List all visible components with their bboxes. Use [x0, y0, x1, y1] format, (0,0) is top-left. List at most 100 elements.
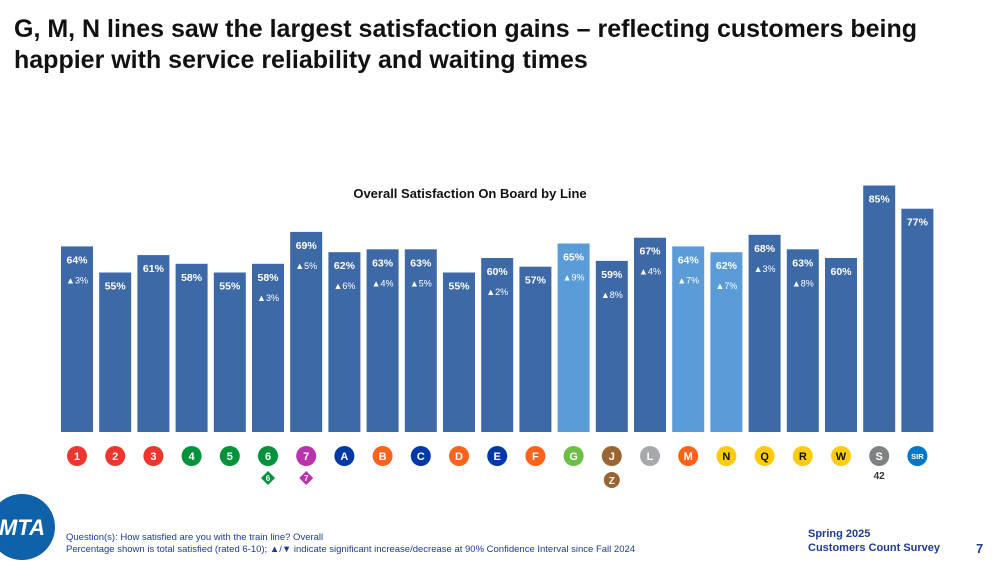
footnote-note: Percentage shown is total satisfied (rat… [66, 544, 636, 555]
bar-change-7: ▲5% [295, 261, 317, 271]
sub-bullet-diamond-7 [299, 471, 314, 485]
bar-C [404, 249, 437, 432]
line-bullet-N [716, 446, 737, 466]
bar-M [672, 246, 705, 432]
line-bullet-label-J: J [609, 451, 615, 463]
line-bullet-D [449, 446, 469, 466]
bar-label-1: 64% [66, 254, 88, 266]
footnote: Question(s): How satisfied are you with … [66, 532, 635, 556]
line-bullet-3 [143, 446, 164, 466]
bar-label-B: 63% [372, 257, 394, 269]
bar-change-M: ▲7% [677, 275, 699, 285]
bar-Q [748, 234, 781, 432]
bar-W [825, 258, 857, 432]
line-bullet-W [831, 446, 851, 466]
line-bullet-2 [105, 446, 126, 466]
line-bullet-1 [67, 446, 87, 466]
survey-name: Customers Count Survey [808, 542, 941, 554]
bar-label-4: 58% [181, 272, 203, 284]
bar-A [328, 252, 361, 432]
sub-bullet-Z [603, 472, 620, 488]
survey-info: Spring 2025 Customers Count Survey [808, 527, 940, 555]
line-bullet-label-3: 3 [150, 451, 156, 463]
bar-L [634, 237, 666, 432]
line-bullet-label-B: B [379, 451, 387, 463]
bar-2 [99, 272, 132, 432]
bar-E [481, 258, 514, 432]
bar-label-M: 64% [678, 254, 700, 266]
sub-bullet-text-42: 42 [874, 471, 886, 482]
bar-change-L: ▲4% [639, 267, 661, 277]
bar-change-E: ▲2% [486, 287, 508, 297]
line-bullet-label-M: M [684, 451, 693, 463]
bar-change-J: ▲8% [601, 290, 623, 300]
bar-D [443, 272, 475, 432]
line-bullet-F [525, 446, 546, 466]
chart-title: Overall Satisfaction On Board by Line [353, 186, 587, 201]
bar-5 [213, 272, 246, 432]
line-bullet-L [640, 446, 660, 466]
bar-change-C: ▲5% [410, 278, 432, 288]
line-bullet-label-G: G [569, 451, 578, 463]
bar-label-S: 85% [869, 194, 891, 206]
sub-bullet-diamond-6 [261, 471, 275, 485]
bar-SIR [901, 208, 934, 432]
line-bullet-label-SIR: SIR [911, 452, 924, 461]
bar-label-5: 55% [219, 281, 241, 293]
line-bullet-B [372, 446, 393, 466]
bar-G [557, 243, 590, 432]
bar-R [786, 249, 819, 432]
line-bullet-label-6: 6 [265, 451, 271, 463]
mta-logo: MTA [0, 494, 55, 560]
page-number: 7 [976, 541, 984, 556]
line-bullet-J [601, 446, 622, 466]
bar-label-R: 63% [792, 257, 814, 269]
line-bullet-label-A: A [340, 451, 348, 463]
bar-label-G: 65% [563, 252, 585, 264]
line-bullet-4 [181, 446, 202, 466]
line-bullet-label-R: R [799, 451, 807, 463]
bar-change-A: ▲6% [333, 281, 355, 291]
bar-label-L: 67% [639, 246, 661, 258]
bar-label-D: 55% [448, 281, 470, 293]
bar-S [863, 185, 896, 432]
survey-season: Spring 2025 [808, 528, 871, 540]
line-bullet-label-E: E [494, 451, 501, 463]
line-bullet-M [678, 446, 699, 466]
bar-label-Q: 68% [754, 243, 776, 255]
bar-label-3: 61% [143, 263, 165, 275]
line-bullet-S [869, 446, 890, 466]
line-bullet-6 [258, 446, 278, 466]
bar-J [595, 260, 628, 432]
headline: G, M, N lines saw the largest satisfacti… [14, 15, 918, 74]
bar-label-6: 58% [257, 272, 279, 284]
bar-label-F: 57% [525, 275, 547, 287]
bar-change-Q: ▲3% [754, 264, 776, 274]
bar-label-SIR: 77% [907, 217, 929, 229]
bar-change-R: ▲8% [792, 278, 814, 288]
bar-3 [137, 255, 170, 432]
line-bullet-Q [754, 446, 775, 466]
line-bullet-5 [219, 446, 240, 466]
line-bullet-label-7: 7 [303, 451, 309, 463]
line-bullet-label-N: N [722, 451, 730, 463]
line-bullet-label-Q: Q [760, 451, 769, 463]
sub-bullet-label-Z: Z [609, 476, 615, 487]
line-bullet-E [487, 446, 508, 466]
bar-label-E: 60% [487, 266, 509, 278]
line-bullet-label-W: W [836, 451, 847, 463]
mta-logo-text: MTA [0, 515, 45, 540]
footnote-question: Question(s): How satisfied are you with … [66, 532, 324, 543]
bar-change-6: ▲3% [257, 293, 279, 303]
line-bullet-R [792, 446, 813, 466]
bar-B [366, 249, 399, 432]
line-bullet-G [563, 446, 584, 466]
bar-F [519, 266, 552, 432]
sub-bullet-label-7: 7 [304, 474, 309, 483]
bar-label-W: 60% [830, 266, 852, 278]
bar-6 [252, 263, 284, 432]
line-bullet-label-5: 5 [227, 451, 233, 463]
line-bullet-label-C: C [417, 451, 425, 463]
line-bullet-label-F: F [532, 451, 539, 463]
line-bullet-C [410, 446, 431, 466]
